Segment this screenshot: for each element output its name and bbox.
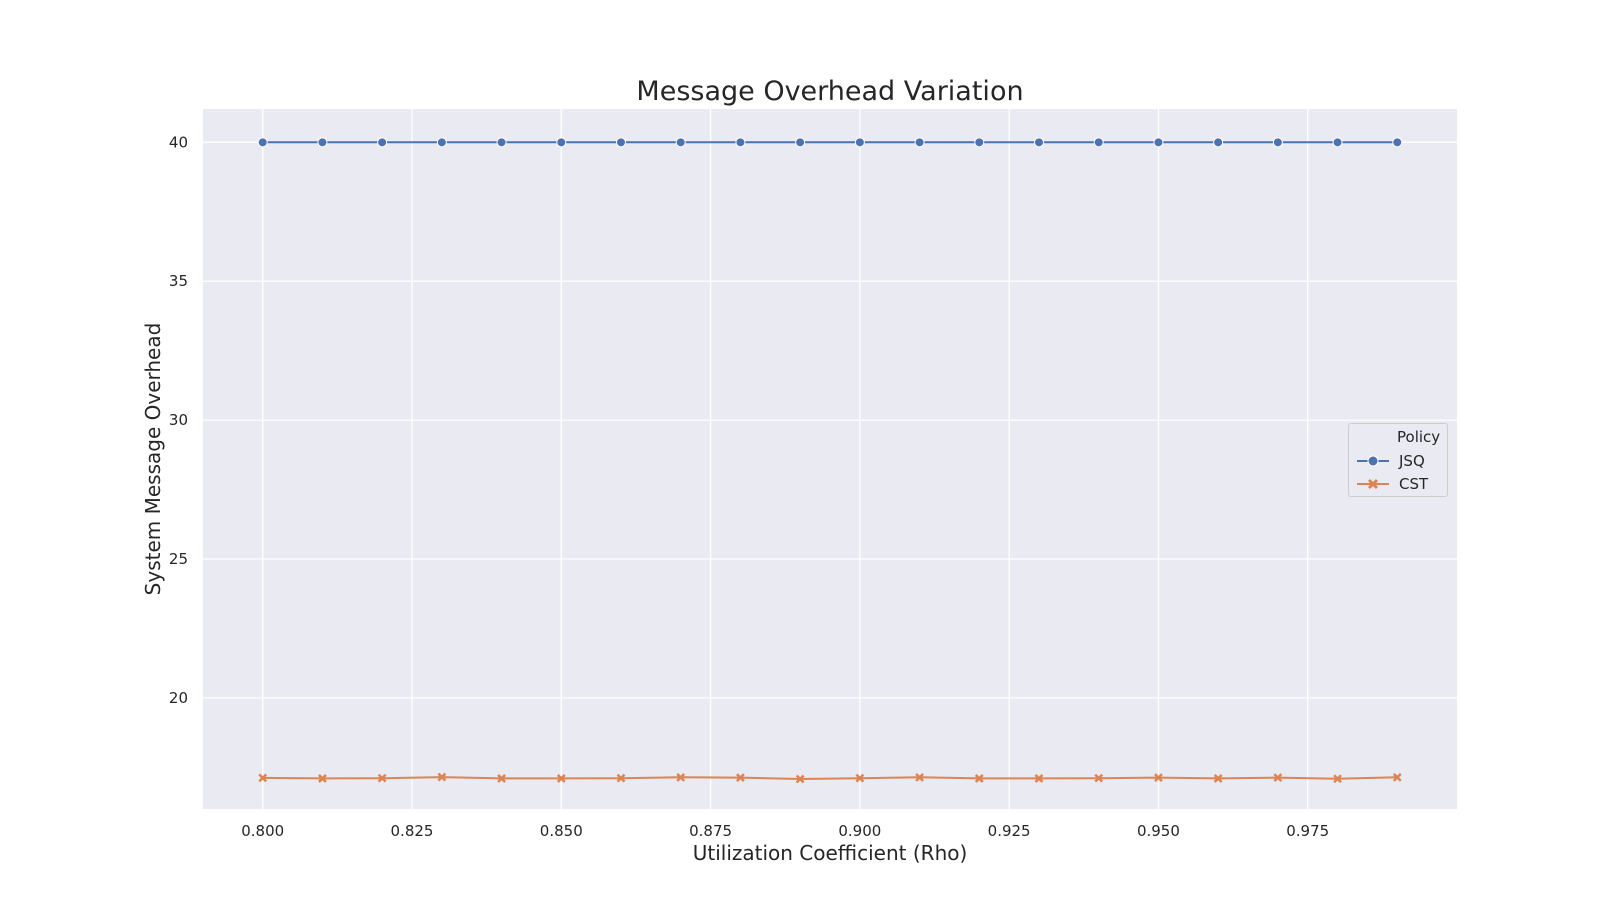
data-point-jsq — [1213, 137, 1224, 148]
x-tick-label: 0.800 — [241, 822, 284, 840]
data-point-cst — [676, 772, 686, 782]
y-tick-label: 30 — [169, 411, 188, 429]
y-tick-label: 25 — [169, 550, 188, 568]
x-tick-label: 0.875 — [689, 822, 732, 840]
data-point-jsq — [1034, 137, 1044, 148]
x-tick-label: 0.975 — [1286, 822, 1329, 840]
data-point-jsq — [675, 137, 686, 148]
data-point-cst — [497, 774, 506, 783]
x-tick-label: 0.850 — [540, 822, 583, 840]
data-point-jsq — [854, 137, 865, 148]
tick-labels: 0.800 0.825 0.850 0.875 0.900 0.925 0.950 0.975… — [169, 133, 1329, 840]
data-point-cst — [258, 773, 268, 783]
data-point-jsq — [556, 137, 567, 148]
y-tick-label: 35 — [169, 272, 188, 290]
legend-title: Policy — [1397, 428, 1441, 446]
data-point-jsq — [257, 137, 268, 148]
data-point-cst — [1333, 774, 1342, 784]
data-point-jsq — [616, 137, 626, 148]
data-point-jsq — [317, 137, 328, 148]
series-cst — [258, 772, 1402, 784]
data-point-jsq — [974, 137, 985, 148]
series-layer — [257, 137, 1403, 784]
legend-label-cst: CST — [1399, 475, 1429, 493]
data-point-cst — [736, 773, 745, 782]
x-tick-label: 0.925 — [988, 822, 1031, 840]
legend-item-cst: CST — [1355, 474, 1445, 494]
data-point-cst — [377, 773, 387, 783]
legend-marker-cst — [1357, 478, 1389, 490]
data-point-cst — [616, 773, 626, 783]
data-point-jsq — [1153, 137, 1164, 148]
legend: Policy JSQ CST — [1348, 423, 1448, 497]
data-point-cst — [1094, 773, 1104, 783]
data-point-cst — [1034, 774, 1044, 783]
data-point-jsq — [1093, 137, 1104, 148]
data-point-cst — [855, 773, 865, 783]
data-point-jsq — [735, 137, 746, 148]
y-tick-label: 40 — [169, 133, 188, 151]
x-axis-label: Utilization Coefficient (Rho) — [693, 841, 968, 865]
data-point-cst — [1273, 773, 1283, 782]
x-tick-label: 0.950 — [1137, 822, 1180, 840]
data-point-cst — [795, 774, 805, 784]
data-point-jsq — [1332, 137, 1343, 148]
legend-marker-jsq — [1357, 455, 1389, 467]
x-tick-label: 0.825 — [391, 822, 434, 840]
data-point-cst — [974, 774, 984, 783]
data-point-jsq — [1272, 137, 1283, 148]
series-line-cst — [262, 776, 1398, 781]
series-jsq — [257, 137, 1403, 148]
data-point-jsq — [795, 137, 806, 148]
data-point-cst — [1392, 772, 1402, 782]
data-point-cst — [1154, 773, 1163, 782]
plot-area — [203, 109, 1457, 809]
chart-title: Message Overhead Variation — [636, 76, 1023, 107]
data-point-jsq — [496, 137, 507, 148]
data-point-cst — [318, 774, 327, 783]
x-tick-label: 0.900 — [838, 822, 881, 840]
data-point-cst — [556, 774, 566, 783]
data-point-cst — [1213, 774, 1223, 783]
data-point-jsq — [1392, 137, 1403, 148]
data-point-cst — [915, 772, 924, 782]
legend-item-jsq: JSQ — [1355, 451, 1445, 471]
data-point-jsq — [436, 137, 447, 148]
gridlines — [203, 109, 1457, 809]
y-tick-label: 20 — [169, 689, 188, 707]
data-point-cst — [437, 772, 447, 782]
data-point-jsq — [914, 137, 925, 148]
legend-label-jsq: JSQ — [1399, 452, 1425, 470]
y-axis-label: System Message Overhead — [141, 323, 165, 596]
data-point-jsq — [377, 137, 388, 148]
